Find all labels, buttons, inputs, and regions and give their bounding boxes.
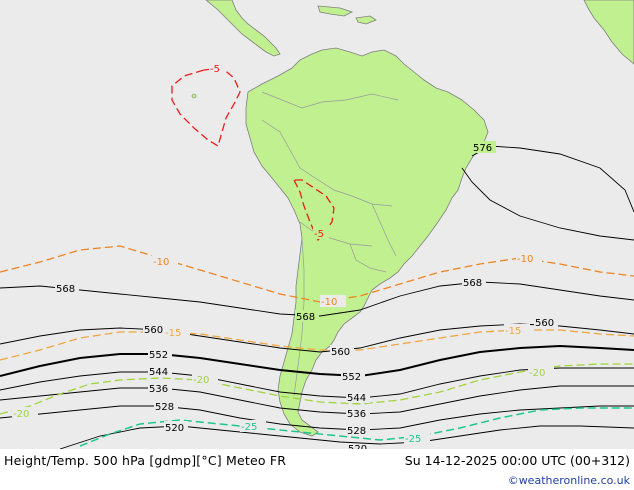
temp-minus25 bbox=[79, 407, 634, 447]
africa-landmass bbox=[583, 0, 634, 65]
label-520-west: 520 bbox=[165, 423, 184, 434]
label-minus20-east: -20 bbox=[529, 368, 545, 379]
label-536-west: 536 bbox=[149, 384, 168, 395]
contour-536 bbox=[0, 385, 634, 415]
label-minus5-andes: -5 bbox=[314, 229, 324, 240]
label-552-center: 552 bbox=[342, 372, 361, 383]
contour-560 bbox=[0, 323, 634, 353]
label-minus15-east: -15 bbox=[505, 326, 521, 337]
valid-datetime: Su 14-12-2025 00:00 UTC (00+312) bbox=[404, 453, 630, 468]
label-544-center: 544 bbox=[347, 393, 366, 404]
label-576: 576 bbox=[473, 143, 492, 154]
label-568-east: 568 bbox=[463, 278, 482, 289]
land-layer bbox=[191, 0, 634, 437]
label-minus10-west: -10 bbox=[153, 257, 169, 268]
label-568-west: 568 bbox=[56, 284, 75, 295]
caribbean-island-small bbox=[355, 15, 377, 25]
label-minus5-pacific: -5 bbox=[210, 64, 220, 75]
height-labels: 576 568 568 568 560 560 560 552 552 544 … bbox=[55, 141, 558, 449]
contour-576-lower bbox=[461, 167, 634, 241]
map-title: Height/Temp. 500 hPa [gdmp][°C] Meteo FR bbox=[4, 453, 287, 468]
label-560-east: 560 bbox=[535, 318, 554, 329]
temp-minus5-andes bbox=[292, 179, 335, 242]
temp-minus20 bbox=[0, 363, 634, 415]
galapagos-island bbox=[191, 93, 197, 99]
contour-528 bbox=[0, 405, 634, 431]
temperature-labels: -5 -5 -10 -10 -10 -15 -15 -20 -20 -20 -2… bbox=[12, 62, 554, 445]
contour-552 bbox=[0, 344, 634, 378]
contour-520 bbox=[59, 425, 634, 449]
label-minus20-center: -20 bbox=[193, 375, 209, 386]
label-544-west: 544 bbox=[149, 367, 168, 378]
south-america-landmass bbox=[245, 47, 489, 437]
label-minus25-east: -25 bbox=[405, 434, 421, 445]
label-528-center: 528 bbox=[347, 426, 366, 437]
label-minus15-west: -15 bbox=[165, 328, 181, 339]
label-minus25-center: -25 bbox=[241, 422, 257, 433]
label-528-west: 528 bbox=[155, 402, 174, 413]
label-568-center: 568 bbox=[296, 312, 315, 323]
temp-minus15 bbox=[0, 329, 634, 361]
map-footer: Height/Temp. 500 hPa [gdmp][°C] Meteo FR… bbox=[0, 449, 634, 490]
label-minus20-west: -20 bbox=[13, 409, 29, 420]
central-america-landmass bbox=[205, 0, 281, 57]
contour-568 bbox=[0, 281, 634, 317]
label-552-west: 552 bbox=[149, 350, 168, 361]
temp-minus5-pacific bbox=[171, 67, 241, 147]
credit-link[interactable]: ©weatheronline.co.uk bbox=[507, 474, 630, 487]
label-minus10-east: -10 bbox=[517, 254, 533, 265]
caribbean-island-large bbox=[317, 5, 354, 17]
label-minus10-center: -10 bbox=[321, 297, 337, 308]
weather-map: 576 568 568 568 560 560 560 552 552 544 … bbox=[0, 0, 634, 449]
label-520-center: 520 bbox=[348, 444, 367, 449]
label-536-center: 536 bbox=[347, 409, 366, 420]
label-560-west: 560 bbox=[144, 325, 163, 336]
label-560-center: 560 bbox=[331, 347, 350, 358]
